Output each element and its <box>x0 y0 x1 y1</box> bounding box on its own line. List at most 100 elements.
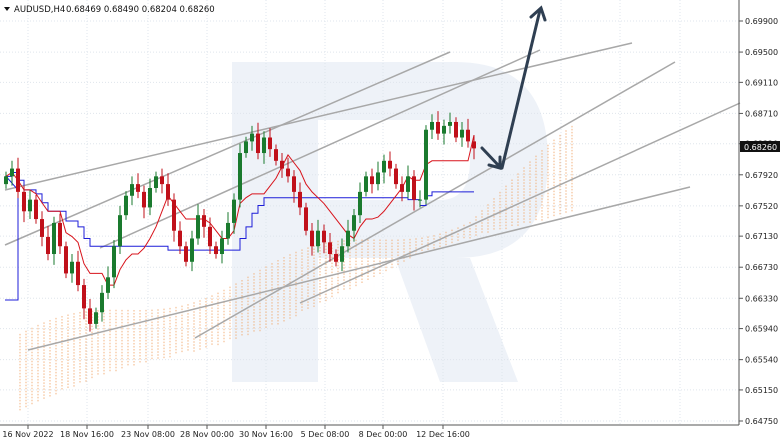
candle-body <box>262 137 266 154</box>
y-tick-label: 0.65150 <box>745 386 778 395</box>
candle-body <box>280 160 284 169</box>
candle-body <box>142 191 146 208</box>
candle-body <box>28 199 32 212</box>
x-tick-label: 16 Nov 2022 <box>2 430 53 439</box>
candlesticks <box>4 111 476 332</box>
candle-body <box>52 222 56 255</box>
candle-body <box>424 129 428 200</box>
y-tick-label: 0.64750 <box>745 417 778 426</box>
candle-body <box>310 230 314 247</box>
candle-body <box>118 215 122 247</box>
forecast-arrow <box>480 5 547 170</box>
x-tick-label: 30 Nov 16:00 <box>239 430 293 439</box>
candle-body <box>340 246 344 262</box>
candle-body <box>220 238 224 255</box>
candle-body <box>454 121 458 138</box>
candle-body <box>94 312 98 324</box>
candle-body <box>34 199 38 220</box>
candle-body <box>250 133 254 142</box>
candle-body <box>436 121 440 134</box>
candle-body <box>136 184 140 192</box>
candle-body <box>352 215 356 231</box>
candle-body <box>448 121 452 126</box>
candle-body <box>472 141 476 149</box>
candle-body <box>460 129 464 138</box>
trendline[interactable] <box>299 102 741 304</box>
candle-body <box>178 230 182 247</box>
candle-body <box>40 219 44 237</box>
y-tick-label: 0.67920 <box>745 171 778 180</box>
trendline[interactable] <box>4 51 451 246</box>
candle-body <box>190 238 194 262</box>
candle-body <box>112 246 116 278</box>
y-tick-label: 0.69900 <box>745 17 778 26</box>
y-tick-label: 0.67520 <box>745 202 778 211</box>
x-tick-label: 18 Nov 16:00 <box>60 430 114 439</box>
chart-grid <box>0 0 739 425</box>
y-tick-label: 0.66330 <box>745 294 778 303</box>
x-axis: 16 Nov 2022 18 Nov 16:00 23 Nov 08:00 28 No… <box>2 425 470 439</box>
candle-body <box>346 230 350 247</box>
ichimoku-cloud <box>19 125 573 411</box>
y-tick-label: 0.65940 <box>745 325 778 334</box>
candle-body <box>154 176 158 188</box>
candle-body <box>406 176 410 192</box>
candle-body <box>214 246 218 255</box>
candle-body <box>76 261 80 286</box>
candle-body <box>418 199 422 201</box>
x-tick-label: 8 Dec 00:00 <box>359 430 408 439</box>
candle-body <box>244 141 248 154</box>
candle-body <box>382 160 386 173</box>
candle-body <box>82 285 86 309</box>
candle-body <box>46 236 50 255</box>
candle-body <box>64 246 68 274</box>
candle-body <box>370 176 374 185</box>
candle-body <box>10 168 14 177</box>
candle-body <box>388 160 392 169</box>
candle-body <box>430 121 434 130</box>
x-tick-label: 23 Nov 08:00 <box>121 430 175 439</box>
candle-body <box>184 246 188 262</box>
candle-body <box>328 242 332 255</box>
candle-body <box>202 215 206 227</box>
x-tick-label: 12 Dec 16:00 <box>416 430 470 439</box>
candle-body <box>172 199 176 231</box>
candle-body <box>58 222 62 247</box>
candle-body <box>442 125 446 134</box>
candle-body <box>466 129 470 142</box>
trendline[interactable] <box>194 61 676 339</box>
candle-body <box>232 199 236 223</box>
candle-body <box>4 176 8 185</box>
candle-body <box>292 176 296 192</box>
x-tick-label: 28 Nov 00:00 <box>180 430 234 439</box>
y-tick-label: 0.67130 <box>745 232 778 241</box>
candle-body <box>70 261 74 274</box>
candle-body <box>304 207 308 231</box>
candle-body <box>268 137 272 150</box>
candle-body <box>322 230 326 243</box>
candle-body <box>16 168 20 192</box>
ohlc-values: 0.68469 0.68490 0.68204 0.68260 <box>66 5 215 15</box>
y-tick-label: 0.66730 <box>745 263 778 272</box>
candle-body <box>166 184 170 200</box>
candle-body <box>196 215 200 239</box>
candle-body <box>334 254 338 262</box>
candle-body <box>238 153 242 200</box>
candle-body <box>22 191 26 212</box>
candle-body <box>256 133 260 154</box>
y-tick-label: 0.65540 <box>745 356 778 365</box>
current-price-marker: 0.68260 <box>740 141 780 152</box>
candle-body <box>208 226 212 247</box>
header-triangle-icon[interactable] <box>4 7 10 11</box>
chart-header: AUDUSD,H4 0.68469 0.68490 0.68204 0.6826… <box>4 5 215 15</box>
candle-body <box>376 172 380 185</box>
candle-body <box>226 222 230 239</box>
candle-body <box>88 308 92 324</box>
y-tick-label: 0.68710 <box>745 109 778 118</box>
candle-body <box>106 277 110 293</box>
candle-body <box>124 195 128 216</box>
trendline[interactable] <box>27 186 691 351</box>
candle-body <box>358 191 362 216</box>
candle-body <box>274 149 278 161</box>
